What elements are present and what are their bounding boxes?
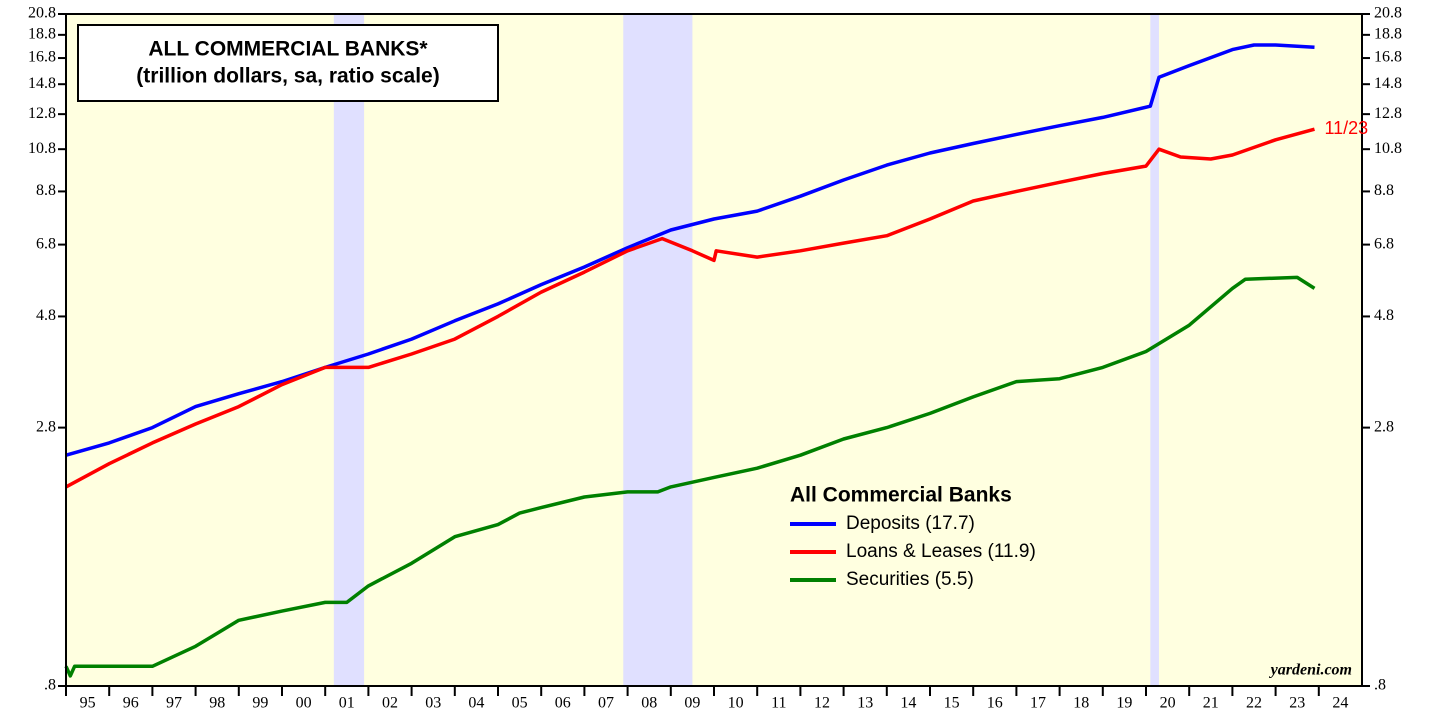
y2-tick-label: 10.8 <box>1374 140 1402 157</box>
legend-title: All Commercial Banks <box>790 484 1012 507</box>
series-line <box>64 275 1316 678</box>
legend-label: Securities (5.5) <box>846 569 974 590</box>
recession-band <box>623 14 693 686</box>
y-tick-label: 8.8 <box>36 182 56 199</box>
x-tick-label: 11 <box>771 695 786 712</box>
x-tick-label: 02 <box>382 695 398 712</box>
y2-tick-label: 20.8 <box>1374 5 1402 22</box>
x-tick-label: 10 <box>728 695 744 712</box>
x-tick-label: 06 <box>555 695 571 712</box>
y-tick-label: 2.8 <box>36 418 56 435</box>
series-line <box>65 43 1315 457</box>
y2-tick-label: 12.8 <box>1374 105 1402 122</box>
y2-tick-label: 14.8 <box>1374 75 1402 92</box>
y2-tick-label: 4.8 <box>1374 307 1394 324</box>
x-tick-label: 12 <box>814 695 830 712</box>
y-tick-label: 20.8 <box>28 5 56 22</box>
y-tick-label: 14.8 <box>28 75 56 92</box>
x-tick-label: 97 <box>166 695 182 712</box>
x-tick-label: 16 <box>987 695 1003 712</box>
annotation: 11/23 <box>1324 118 1368 138</box>
y-tick-label: 18.8 <box>28 26 56 43</box>
y2-tick-label: .8 <box>1374 677 1386 694</box>
x-tick-label: 24 <box>1332 695 1348 712</box>
y2-tick-label: 8.8 <box>1374 182 1394 199</box>
x-tick-label: 22 <box>1246 695 1262 712</box>
chart-title: ALL COMMERCIAL BANKS* <box>148 38 428 61</box>
y-tick-label: .8 <box>44 677 56 694</box>
recession-band <box>1150 14 1159 686</box>
chart-subtitle: (trillion dollars, sa, ratio scale) <box>136 65 439 88</box>
x-tick-label: 19 <box>1116 695 1132 712</box>
y-tick-label: 12.8 <box>28 105 56 122</box>
x-tick-label: 23 <box>1289 695 1305 712</box>
y2-tick-label: 16.8 <box>1374 49 1402 66</box>
x-tick-label: 17 <box>1030 695 1046 712</box>
y2-tick-label: 18.8 <box>1374 26 1402 43</box>
recession-band <box>333 14 365 686</box>
x-tick-label: 14 <box>900 695 916 712</box>
y-tick-label: 4.8 <box>36 307 56 324</box>
x-tick-label: 01 <box>339 695 355 712</box>
x-tick-label: 08 <box>641 695 657 712</box>
x-tick-label: 18 <box>1073 695 1089 712</box>
x-tick-label: 07 <box>598 695 614 712</box>
x-tick-label: 03 <box>425 695 441 712</box>
x-tick-label: 99 <box>252 695 268 712</box>
x-tick-label: 15 <box>944 695 960 712</box>
x-tick-label: 05 <box>512 695 528 712</box>
x-tick-label: 13 <box>857 695 873 712</box>
x-tick-label: 04 <box>468 695 484 712</box>
y-tick-label: 16.8 <box>28 49 56 66</box>
plot-frame <box>65 13 1363 687</box>
y-tick-label: 6.8 <box>36 235 56 252</box>
y2-tick-label: 2.8 <box>1374 418 1394 435</box>
title-box <box>77 24 499 102</box>
legend-label: Loans & Leases (11.9) <box>846 541 1036 562</box>
legend-label: Deposits (17.7) <box>846 513 975 534</box>
x-tick-label: 09 <box>684 695 700 712</box>
x-tick-label: 96 <box>123 695 139 712</box>
x-tick-label: 21 <box>1203 695 1219 712</box>
y-tick-label: 10.8 <box>28 140 56 157</box>
x-tick-label: 95 <box>80 695 96 712</box>
x-tick-label: 00 <box>296 695 312 712</box>
series-line <box>65 127 1315 489</box>
source: yardeni.com <box>1269 662 1352 679</box>
y2-tick-label: 6.8 <box>1374 235 1394 252</box>
x-tick-label: 98 <box>209 695 225 712</box>
plot-background <box>66 14 1362 686</box>
x-tick-label: 20 <box>1160 695 1176 712</box>
